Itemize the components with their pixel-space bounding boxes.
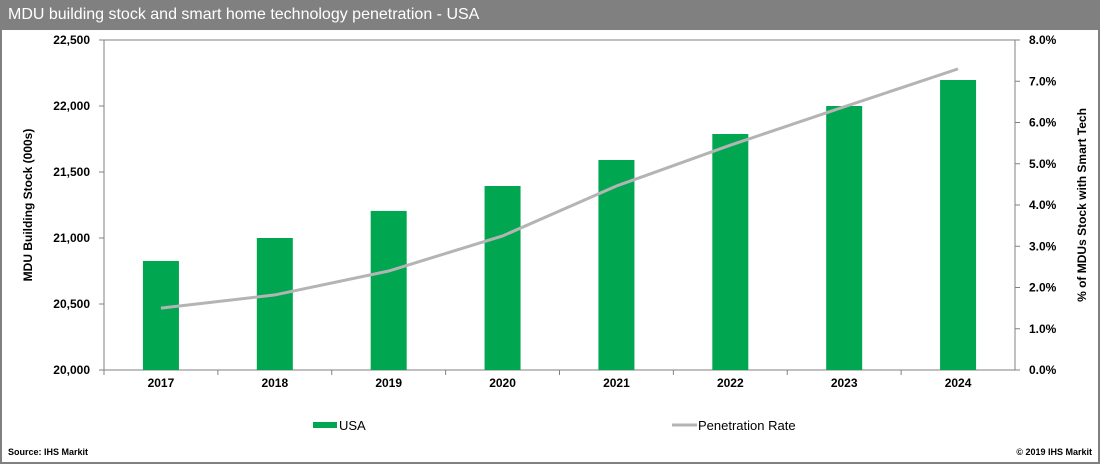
x-tick-label: 2021 xyxy=(603,376,630,390)
chart-title: MDU building stock and smart home techno… xyxy=(8,6,480,23)
bar-2019 xyxy=(370,210,407,370)
x-tick-label: 2024 xyxy=(945,376,972,390)
bar-2021 xyxy=(598,159,635,370)
bar-2018 xyxy=(256,238,293,370)
bar-2022 xyxy=(712,133,749,370)
bar-2024 xyxy=(940,79,977,370)
y-tick-label: 22,000 xyxy=(53,99,90,113)
x-tick-label: 2018 xyxy=(261,376,288,390)
y2-tick-label: 1.0% xyxy=(1029,322,1057,336)
x-tick-label: 2023 xyxy=(831,376,858,390)
y2-tick-label: 8.0% xyxy=(1029,33,1057,47)
copyright-note: © 2019 IHS Markit xyxy=(1016,447,1092,457)
title-bar: MDU building stock and smart home techno… xyxy=(2,2,1098,30)
y-tick-label: 21,500 xyxy=(53,165,90,179)
legend-label-penetration: Penetration Rate xyxy=(698,418,796,433)
y2-tick-label: 0.0% xyxy=(1029,363,1057,377)
y-axis-label: MDU Building Stock (000s) xyxy=(21,129,35,282)
y2-axis-label: % of MDUs Stock with Smart Tech xyxy=(1075,108,1089,302)
bar-2020 xyxy=(484,185,521,370)
penetration-rate-line xyxy=(160,67,959,310)
bar-2017 xyxy=(142,260,179,370)
y-tick-label: 20,500 xyxy=(53,297,90,311)
y2-tick-label: 2.0% xyxy=(1029,281,1057,295)
y2-tick-label: 6.0% xyxy=(1029,116,1057,130)
x-tick-label: 2022 xyxy=(717,376,744,390)
y-tick-label: 21,000 xyxy=(53,231,90,245)
legend-swatch-usa xyxy=(313,422,337,428)
y-tick-label: 22,500 xyxy=(53,33,90,47)
y-tick-label: 20,000 xyxy=(53,363,90,377)
x-tick-label: 2019 xyxy=(375,376,402,390)
source-note: Source: IHS Markit xyxy=(8,447,88,457)
y2-tick-label: 7.0% xyxy=(1029,74,1057,88)
legend-label-usa: USA xyxy=(339,418,366,433)
y2-tick-label: 4.0% xyxy=(1029,198,1057,212)
y2-tick-label: 5.0% xyxy=(1029,157,1057,171)
y2-tick-label: 3.0% xyxy=(1029,239,1057,253)
x-tick-label: 2017 xyxy=(148,376,175,390)
bar-2023 xyxy=(826,106,863,370)
x-tick-label: 2020 xyxy=(489,376,516,390)
